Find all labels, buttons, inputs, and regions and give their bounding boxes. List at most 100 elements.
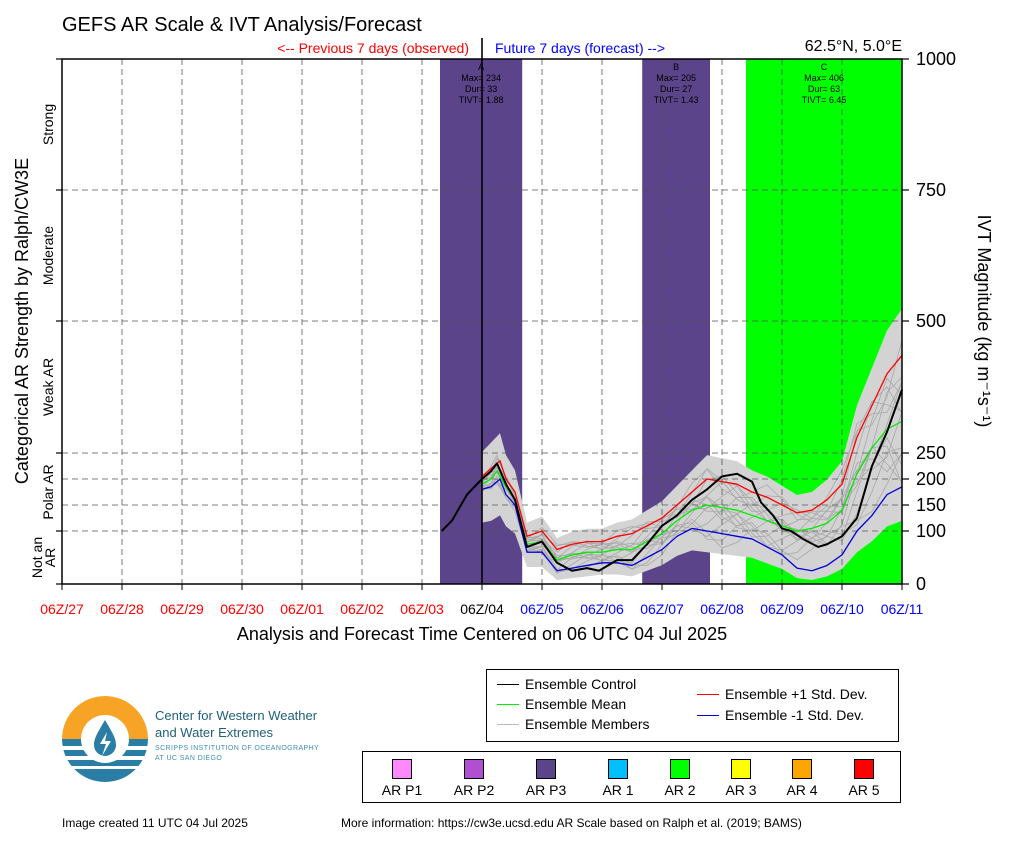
ar-category-label-5: AR 2: [664, 782, 696, 798]
x-tick-label-7: 06Z/04: [460, 601, 504, 617]
legend-control-swatch: [497, 683, 519, 685]
logo-subtitle-line2: AT UC SAN DIEGO: [155, 755, 223, 762]
y-tick-label-750: 750: [916, 180, 946, 200]
category-label-5-line-1: Strong: [40, 104, 56, 145]
left-axis-title: Categorical AR Strength by Ralph/CW3E: [12, 158, 32, 484]
ar-category-label-6: AR 3: [725, 782, 757, 798]
series-line-1: [441, 389, 903, 572]
ar-category-label-3: AR P3: [525, 782, 567, 798]
event-1-letter: A: [478, 62, 484, 72]
x-tick-label-12: 06Z/09: [760, 601, 804, 617]
future-days-label: Future 7 days (forecast) -->: [495, 40, 665, 56]
ar-category-4: AR 1: [588, 759, 648, 798]
x-tick-label-13: 06Z/10: [820, 601, 864, 617]
logo-title-line1: Center for Western Weather: [155, 708, 318, 723]
ar-category-7: AR 4: [772, 759, 832, 798]
ar-category-label-2: AR P2: [453, 782, 495, 798]
category-label-1-line-1: Not an: [29, 537, 45, 578]
event-3-letter: C: [821, 62, 828, 72]
y-tick-label-250: 250: [916, 443, 946, 463]
y-tick-label-150: 150: [916, 495, 946, 515]
previous-days-label: <-- Previous 7 days (observed): [277, 40, 469, 56]
event-3-tivt: TIVT= 6.45: [802, 95, 847, 105]
legend-members-label: Ensemble Members: [525, 716, 650, 732]
x-tick-label-4: 06Z/01: [280, 601, 324, 617]
x-tick-label-5: 06Z/02: [340, 601, 384, 617]
x-tick-label-10: 06Z/07: [640, 601, 684, 617]
event-2-dur: Dur= 27: [660, 84, 692, 94]
legend-control: Ensemble Control: [497, 676, 636, 692]
x-tick-label-2: 06Z/29: [160, 601, 204, 617]
ensemble-series: [441, 354, 903, 572]
ar-category-swatch-5: [670, 759, 690, 779]
y-tick-label-500: 500: [916, 311, 946, 331]
ar-category-8: AR 5: [834, 759, 894, 798]
event-1-dur: Dur= 33: [465, 84, 497, 94]
left-axis-title-text: Categorical AR Strength by Ralph/CW3E: [12, 158, 32, 484]
y-tick-label-200: 200: [916, 469, 946, 489]
logo-title-line2: and Water Extremes: [155, 725, 274, 740]
x-tick-label-6: 06Z/03: [400, 601, 444, 617]
ar-category-legend: AR P1 AR P2 AR P3 AR 1 AR 2 AR 3 AR 4 AR 5: [362, 751, 901, 803]
legend-plus-std-swatch: [697, 693, 719, 695]
legend-mean-label: Ensemble Mean: [525, 696, 627, 712]
cw3e-logo: Center for Western Weather and Water Ext…: [60, 694, 360, 784]
x-tick-label-3: 06Z/30: [220, 601, 264, 617]
ar-category-6: AR 3: [711, 759, 771, 798]
legend-plus-std-label: Ensemble +1 Std. Dev.: [725, 686, 868, 702]
series-legend: Ensemble Control Ensemble Mean Ensemble …: [486, 669, 899, 742]
x-tick-label-1: 06Z/28: [100, 601, 144, 617]
series-line-4: [481, 478, 903, 572]
ar-category-label-1: AR P1: [381, 782, 423, 798]
category-label-2-line-1: Polar AR: [40, 464, 56, 519]
ar-category-swatch-7: [792, 759, 812, 779]
ar-category-swatch-2: [464, 759, 484, 779]
series-line-3: [481, 354, 903, 551]
ar-category-5: AR 2: [650, 759, 710, 798]
cw3e-logo-icon: [62, 696, 148, 782]
category-label-3-line-1: Weak AR: [40, 358, 56, 416]
ar-category-swatch-8: [854, 759, 874, 779]
y-tick-label-0: 0: [916, 574, 926, 594]
ar-category-swatch-3: [536, 759, 556, 779]
ar-category-swatch-4: [608, 759, 628, 779]
y-tick-label-1000: 1000: [916, 49, 956, 69]
logo-subtitle-line1: SCRIPPS INSTITUTION OF OCEANOGRAPHY: [155, 745, 320, 752]
event-2-tivt: TIVT= 1.43: [654, 95, 699, 105]
legend-plus-std: Ensemble +1 Std. Dev.: [697, 686, 868, 702]
x-tick-label-8: 06Z/05: [520, 601, 564, 617]
event-2-max: Max= 205: [656, 73, 696, 83]
y-tick-label-100: 100: [916, 521, 946, 541]
category-label-1-line-2: AR: [42, 548, 58, 567]
chart-axes: [56, 38, 909, 590]
more-info-note: More information: https://cw3e.ucsd.edu …: [341, 816, 802, 830]
event-3-dur: Dur= 63: [808, 84, 840, 94]
event-1-tivt: TIVT= 1.88: [459, 95, 504, 105]
legend-minus-std-label: Ensemble -1 Std. Dev.: [725, 707, 865, 723]
category-label-4-line-1: Moderate: [40, 226, 56, 285]
event-3-max: Max= 406: [804, 73, 844, 83]
x-tick-label-11: 06Z/08: [700, 601, 744, 617]
location-label: 62.5°N, 5.0°E: [805, 38, 902, 55]
right-axis-title-text: IVT Magnitude (kg m⁻¹s⁻¹): [974, 215, 994, 428]
category-label-4: Moderate: [40, 226, 56, 285]
event-2-letter: B: [673, 62, 679, 72]
ar-category-3: AR P3: [516, 759, 576, 798]
ar-category-label-7: AR 4: [786, 782, 818, 798]
legend-members: Ensemble Members: [497, 716, 650, 732]
legend-mean-swatch: [497, 703, 519, 705]
x-axis-title: Analysis and Forecast Time Centered on 0…: [237, 624, 727, 644]
chart-title: GEFS AR Scale & IVT Analysis/Forecast: [62, 14, 422, 36]
ensemble-member-14: [481, 339, 903, 548]
legend-control-label: Ensemble Control: [525, 676, 637, 692]
category-label-3: Weak AR: [40, 358, 56, 416]
right-axis-title: IVT Magnitude (kg m⁻¹s⁻¹): [974, 215, 994, 428]
category-label-5: Strong: [40, 104, 56, 145]
x-tick-label-14: 06Z/11: [881, 601, 924, 617]
ar-category-1: AR P1: [372, 759, 432, 798]
legend-members-swatch: [497, 723, 519, 725]
legend-mean: Ensemble Mean: [497, 696, 626, 712]
